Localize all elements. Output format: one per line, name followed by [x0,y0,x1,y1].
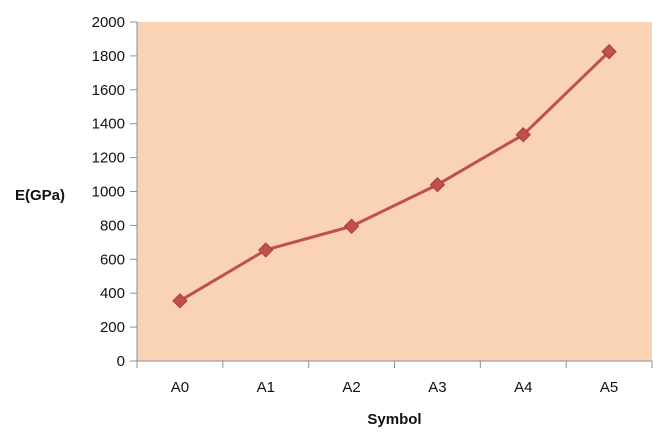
x-axis-title: Symbol [367,411,421,428]
y-tick-label: 800 [100,217,125,234]
y-tick-label: 2000 [92,14,125,31]
y-axis: 0 200 400 600 800 1000 1200 1400 1600 1800 2000 [92,14,138,370]
y-tick-label: 1400 [92,116,125,133]
y-tick-label: 0 [117,353,125,370]
y-tick-label: 600 [100,251,125,268]
y-tick-label: 400 [100,285,125,302]
data-point-marker [172,293,188,309]
x-tick-label: A1 [257,379,275,396]
data-point-marker [429,177,446,193]
data-point-marker [343,218,360,234]
y-axis-title: E(GPa) [15,187,65,204]
x-tick-label: A2 [342,379,360,396]
x-tick-label: A5 [600,379,618,396]
data-point-marker [258,242,274,258]
series-line [178,50,611,303]
y-tick-label: 1800 [92,48,125,65]
y-tick-label: 1000 [92,184,125,201]
data-point-marker [515,127,531,143]
x-tick-label: A0 [171,379,189,396]
y-tick-label: 1600 [92,82,125,99]
plot-area-background [137,22,652,361]
x-tick-label: A3 [428,379,446,396]
data-point-marker [601,43,617,60]
series-group [172,43,617,309]
y-tick-label: 200 [100,319,125,336]
y-tick-label: 1200 [92,150,125,167]
x-axis: A0 A1 A2 A3 A4 A5 [136,360,653,396]
x-tick-label: A4 [514,379,532,396]
